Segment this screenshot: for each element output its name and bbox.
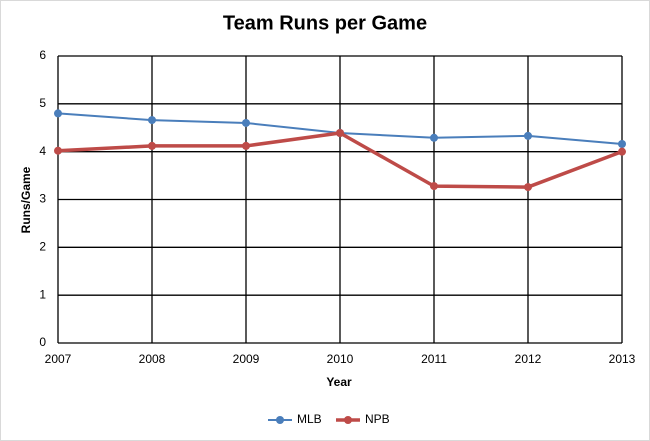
- legend-label: NPB: [365, 412, 390, 426]
- x-tick-label: 2008: [139, 352, 166, 366]
- data-point: [430, 182, 438, 191]
- x-tick-label: 2011: [421, 352, 447, 366]
- y-axis-title: Runs/Game: [19, 166, 33, 233]
- y-tick-label: 5: [39, 96, 46, 110]
- x-tick-label: 2009: [233, 352, 260, 366]
- legend-marker: [344, 416, 352, 424]
- x-tick-label: 2012: [515, 352, 542, 366]
- x-tick-label: 2010: [327, 352, 354, 366]
- y-tick-label: 2: [39, 240, 46, 254]
- data-point: [618, 140, 626, 149]
- legend-label: MLB: [297, 412, 322, 426]
- data-point: [336, 129, 344, 138]
- y-tick-label: 3: [39, 192, 46, 206]
- y-tick-label: 1: [39, 287, 46, 301]
- y-tick-label: 6: [39, 48, 46, 62]
- chart-title: Team Runs per Game: [223, 12, 427, 34]
- data-point: [524, 131, 532, 140]
- data-point: [148, 141, 156, 150]
- data-point: [618, 147, 626, 156]
- data-point: [430, 133, 438, 142]
- data-point: [54, 109, 62, 118]
- x-tick-label: 2007: [45, 352, 72, 366]
- data-point: [54, 146, 62, 155]
- y-tick-label: 0: [39, 335, 46, 349]
- x-axis-title: Year: [326, 375, 352, 389]
- legend-marker: [276, 416, 284, 424]
- data-point: [242, 141, 250, 150]
- y-tick-label: 4: [39, 144, 46, 158]
- x-tick-label: 2013: [609, 352, 636, 366]
- data-point: [148, 116, 156, 125]
- data-point: [242, 118, 250, 127]
- data-point: [524, 183, 532, 192]
